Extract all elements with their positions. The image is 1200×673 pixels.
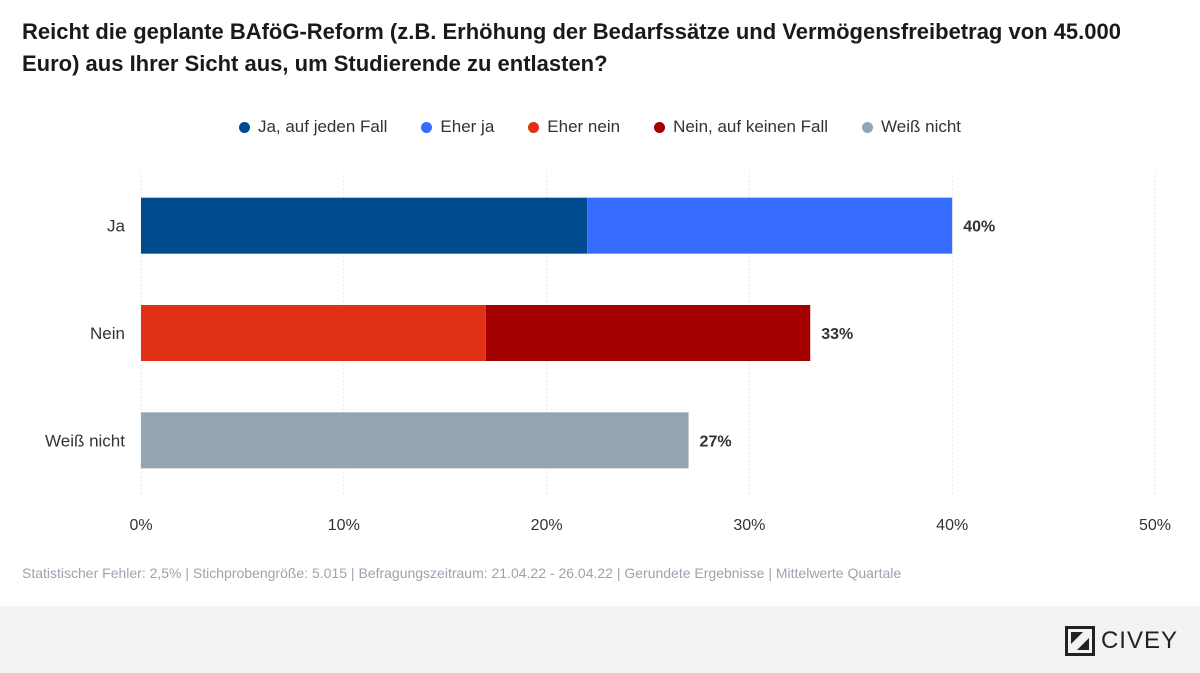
brand-name: CIVEY <box>1100 627 1178 654</box>
category-label: Ja <box>107 217 126 236</box>
footnote: Statistischer Fehler: 2,5% | Stichproben… <box>22 565 902 581</box>
legend-label: Weiß nicht <box>881 117 962 136</box>
legend-dot-icon <box>528 121 540 133</box>
data-label: 33% <box>821 326 853 343</box>
data-label: 40% <box>963 219 995 236</box>
legend-dot-icon <box>421 121 433 133</box>
bar-chart: 0% 10% 20% 30% 40% 50% Ja 40% Nein 33% Weiß nicht 2… <box>45 172 1171 534</box>
data-label: 27% <box>700 433 732 450</box>
legend-dot-icon <box>654 121 666 133</box>
legend-item: Nein, auf keinen Fall <box>654 117 828 137</box>
legend-label: Nein, auf keinen Fall <box>673 117 829 136</box>
x-tick-label: 50% <box>1139 517 1171 534</box>
legend-label: Eher nein <box>547 117 621 136</box>
bar-segment <box>587 197 953 254</box>
legend: Ja, auf jeden Fall Eher ja Eher nein Nei… <box>0 117 1200 137</box>
footer: CIVEY <box>0 606 1200 673</box>
bar-segment <box>141 412 689 469</box>
legend-label: Ja, auf jeden Fall <box>257 117 388 136</box>
legend-item: Eher nein <box>528 117 620 137</box>
bar-segment <box>141 305 486 361</box>
bar-segment <box>485 305 811 361</box>
legend-item: Eher ja <box>421 117 494 137</box>
x-tick-label: 0% <box>129 517 152 534</box>
chart-title: Reicht die geplante BAföG-Reform (z.B. E… <box>22 19 1121 76</box>
legend-label: Eher ja <box>440 117 495 136</box>
bar-segment <box>141 197 588 254</box>
category-label: Weiß nicht <box>45 431 125 450</box>
brand-logo: CIVEY <box>1064 626 1178 656</box>
x-tick-label: 20% <box>531 517 563 534</box>
x-tick-label: 30% <box>733 517 765 534</box>
civey-logo-icon <box>1064 626 1095 656</box>
legend-dot-icon <box>862 121 874 133</box>
x-tick-label: 10% <box>328 517 360 534</box>
legend-item: Weiß nicht <box>862 117 961 137</box>
legend-item: Ja, auf jeden Fall <box>238 117 388 137</box>
category-label: Nein <box>90 324 125 343</box>
legend-dot-icon <box>238 121 250 133</box>
x-tick-label: 40% <box>936 517 968 534</box>
